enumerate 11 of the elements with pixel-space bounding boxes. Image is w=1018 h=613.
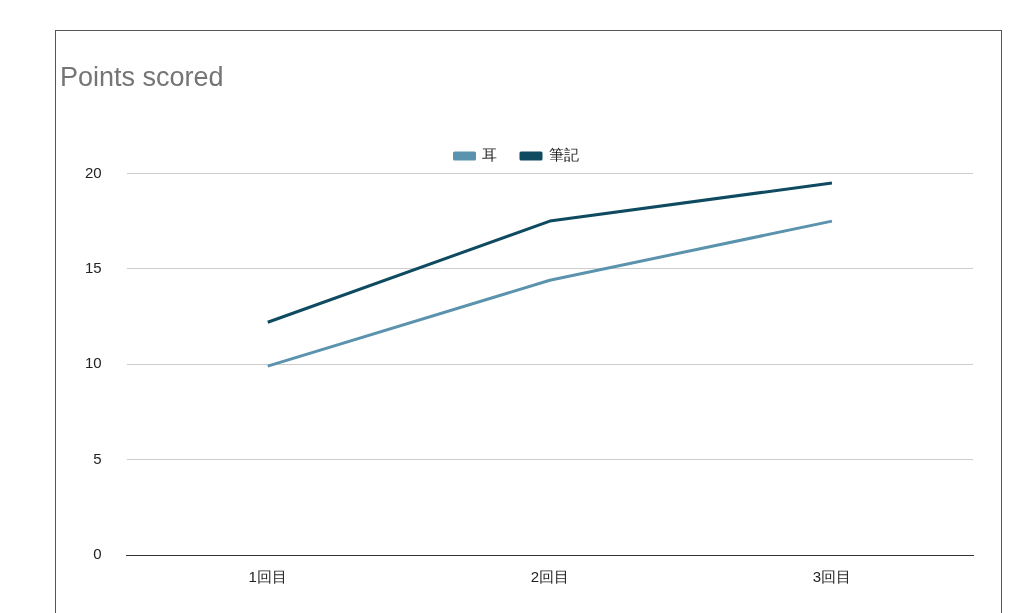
x-tick-label: 3回目: [812, 568, 852, 586]
legend-label: 耳: [482, 146, 497, 164]
y-tick-label: 5: [93, 449, 102, 467]
y-tick-label: 15: [85, 258, 102, 276]
y-tick-label: 20: [85, 163, 102, 181]
y-tick-label: 10: [85, 354, 102, 372]
x-tick-label: 1回目: [248, 568, 287, 586]
y-tick-label: 0: [93, 545, 102, 563]
legend-label: 筆記: [548, 146, 579, 164]
chart-title: Points scored: [60, 61, 224, 92]
x-tick-label: 2回目: [530, 568, 570, 586]
